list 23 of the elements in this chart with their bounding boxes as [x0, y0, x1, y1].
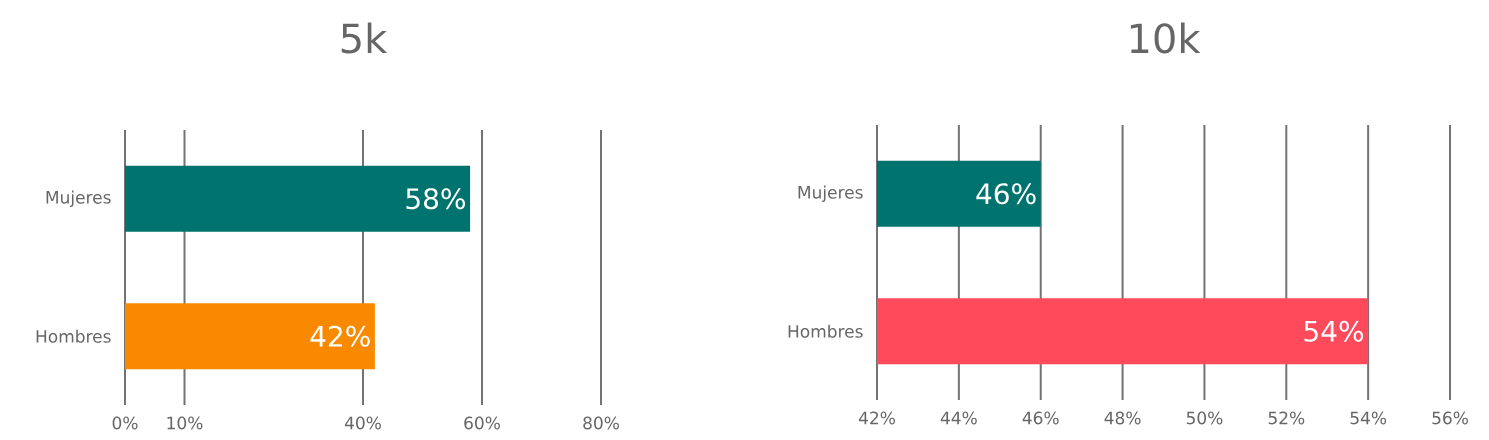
x-tick-label: 80% [583, 416, 619, 430]
x-tick-label: 50% [1186, 411, 1223, 425]
x-tick-label: 10% [167, 416, 203, 430]
x-tick-label: 0% [112, 416, 138, 430]
x-tick-label: 46% [1022, 411, 1059, 425]
x-tick-label: 44% [940, 411, 977, 425]
x-tick-label: 52% [1268, 411, 1305, 425]
x-tick-label: 42% [858, 411, 895, 425]
x-tick-label: 56% [1432, 411, 1468, 425]
data-label: 58% [406, 188, 466, 210]
y-tick-label: Hombres [788, 324, 863, 338]
y-tick-label: Mujeres [46, 190, 111, 207]
x-tick-label: 48% [1104, 411, 1141, 425]
data-label: 46% [976, 183, 1036, 205]
data-label: 42% [310, 325, 370, 347]
y-tick-label: Mujeres [798, 185, 863, 202]
x-tick-label: 54% [1350, 411, 1387, 425]
x-tick-label: 40% [344, 416, 381, 430]
y-tick-label: Hombres [36, 329, 111, 343]
chart-title: 5k [341, 22, 388, 54]
x-tick-label: 60% [464, 416, 500, 430]
data-label: 54% [1304, 320, 1364, 342]
chart-title: 10k [1130, 22, 1201, 54]
